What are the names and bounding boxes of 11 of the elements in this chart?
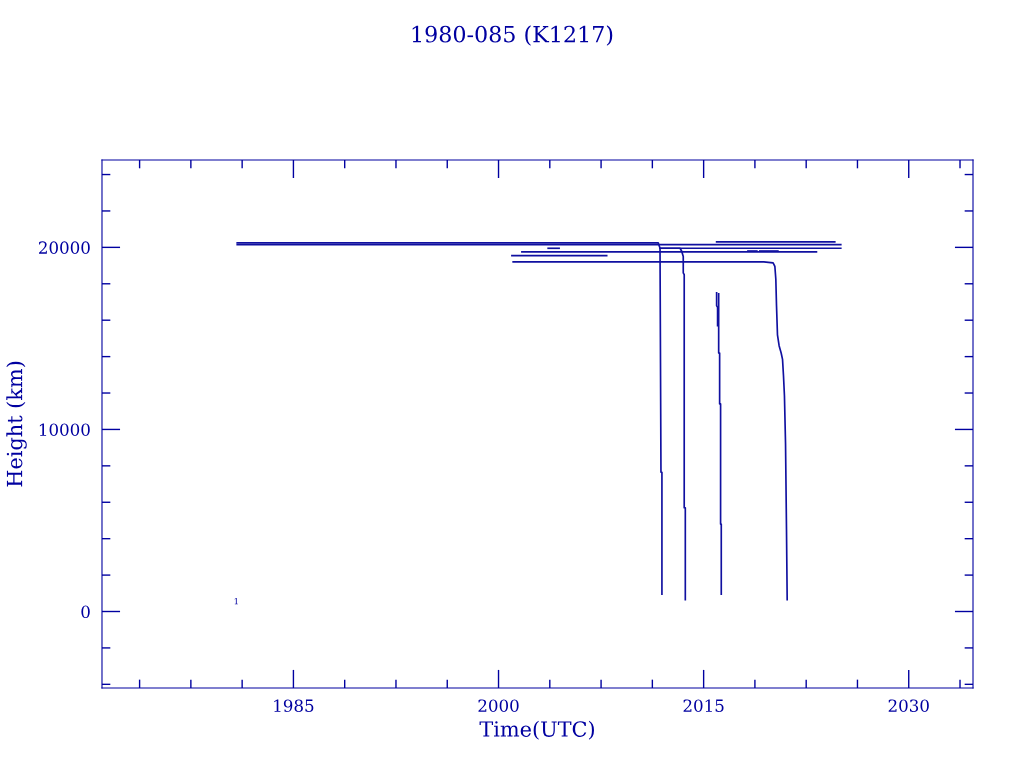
x-axis-title: Time(UTC) [479, 720, 594, 740]
annotation: 1 [234, 598, 238, 605]
x-tick-label: 1985 [274, 699, 314, 712]
x-tick-label: 2000 [478, 699, 519, 712]
x-tick-label: 2030 [888, 699, 929, 712]
y-tick-label: 20000 [38, 241, 90, 254]
y-tick-label: 0 [81, 605, 90, 619]
y-tick-label: 10000 [39, 423, 90, 437]
chart-title: 1980-085 (K1217) [412, 25, 613, 46]
y-axis-title: Height (km) [6, 361, 27, 487]
x-tick-label: 2015 [683, 699, 724, 712]
